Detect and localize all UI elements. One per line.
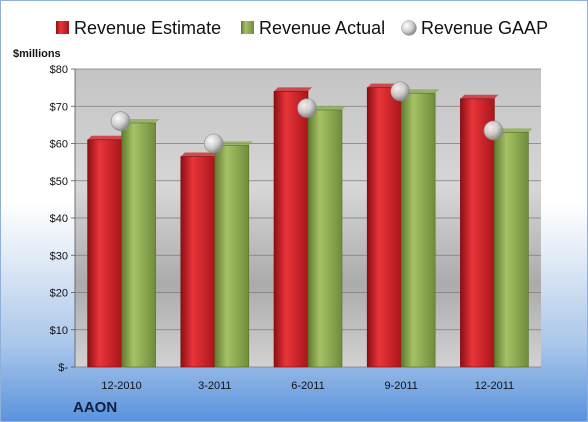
bar-estimate — [87, 135, 126, 368]
bar-top — [494, 128, 533, 133]
legend-item-estimate: Revenue Estimate — [56, 18, 221, 38]
bar-top — [274, 87, 312, 92]
bar-actual — [307, 105, 346, 368]
bars — [87, 83, 533, 368]
gaap-markers — [110, 81, 504, 154]
bar-body — [180, 156, 216, 368]
bar-body — [460, 98, 495, 368]
legend-label-estimate: Revenue Estimate — [74, 18, 221, 38]
bar-estimate — [366, 83, 406, 368]
legend-label-actual: Revenue Actual — [259, 18, 385, 38]
bar-top — [87, 135, 126, 140]
legend-item-actual: Revenue Actual — [241, 18, 385, 38]
y-tick-label: $50 — [50, 176, 68, 188]
marker-gaap — [110, 111, 131, 131]
y-tick-label: $- — [58, 362, 68, 374]
bar-body — [273, 91, 309, 368]
bar-actual — [214, 141, 253, 368]
bar-actual — [400, 89, 440, 368]
bar-body — [494, 132, 529, 368]
y-tick-label: $30 — [50, 250, 68, 262]
y-tick-label: $60 — [50, 139, 68, 151]
y-tick-label: $40 — [50, 213, 68, 225]
y-axis-ticks: $- $10 $20 $30 $40 $50 $60 $70 $80 — [50, 64, 76, 374]
x-tick-label: 3-2011 — [198, 380, 231, 392]
marker-gaap — [390, 81, 411, 102]
bar-estimate — [460, 94, 499, 368]
bar-body — [87, 139, 122, 368]
bar-estimate — [180, 152, 219, 368]
legend-swatch-actual — [241, 21, 254, 34]
x-tick-label: 9-2011 — [384, 380, 417, 392]
bar-top — [308, 105, 346, 110]
y-tick-label: $80 — [50, 64, 68, 76]
marker-gaap — [297, 98, 317, 118]
bar-estimate — [273, 87, 312, 368]
marker-gaap — [204, 133, 224, 154]
x-tick-label: 12-2010 — [101, 380, 141, 392]
bar-top — [214, 141, 253, 146]
y-axis-label: $millions — [13, 48, 61, 60]
bar-top — [121, 119, 160, 124]
y-tick-label: $20 — [50, 288, 68, 300]
bar-top — [180, 152, 219, 157]
x-axis-ticks: 12-2010 3-2011 6-2011 9-2011 12-2011 — [101, 380, 514, 392]
y-tick-label: $10 — [50, 325, 68, 337]
y-tick-label: $70 — [50, 101, 68, 113]
company-label: AAON — [73, 399, 117, 416]
x-tick-label: 12-2011 — [475, 380, 515, 392]
legend-label-gaap: Revenue GAAP — [421, 18, 548, 38]
bar-body — [214, 145, 250, 368]
legend-swatch-estimate — [56, 21, 69, 34]
bar-body — [400, 92, 436, 368]
marker-gaap — [483, 120, 504, 141]
legend-item-gaap: Revenue GAAP — [401, 18, 548, 38]
bar-top — [460, 94, 499, 99]
bar-actual — [121, 119, 160, 368]
bar-top — [401, 89, 440, 94]
legend-swatch-gaap — [401, 20, 417, 36]
legend: Revenue Estimate Revenue Actual Revenue … — [56, 18, 548, 38]
bar-body — [366, 87, 402, 368]
x-tick-label: 6-2011 — [291, 380, 324, 392]
bar-body — [121, 122, 156, 368]
bar-actual — [494, 128, 533, 368]
bar-body — [307, 109, 343, 368]
